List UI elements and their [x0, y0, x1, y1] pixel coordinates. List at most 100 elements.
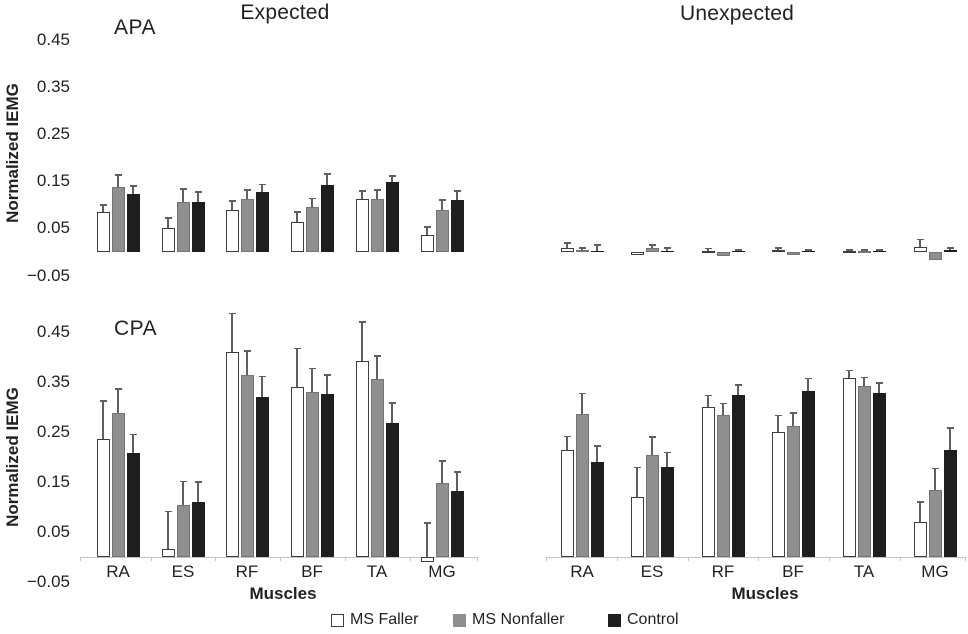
y-tick-label: 0.35 — [36, 372, 70, 391]
error-bar-stem — [231, 313, 233, 352]
bar-faller-mg — [420, 235, 434, 252]
bar-nonfaller-ra — [575, 249, 589, 252]
error-bar-cap — [593, 244, 601, 246]
error-bar-stem — [456, 472, 458, 491]
x-tick-label: TA — [853, 562, 875, 581]
error-bar-stem — [361, 191, 363, 199]
x-axis-tick — [150, 557, 152, 561]
x-tick-label: RF — [711, 562, 735, 581]
error-bar-stem — [441, 461, 443, 483]
error-bar-cap — [875, 382, 883, 384]
bar-control-es — [660, 250, 674, 252]
column-title-unexpected: Unexpected — [679, 2, 795, 25]
bar-nonfaller-rf — [716, 252, 730, 256]
bar-control-ta — [385, 423, 399, 557]
bar-nonfaller-bf — [786, 425, 800, 557]
x-axis-tick — [758, 557, 759, 561]
x-tick-label: MG — [428, 562, 456, 581]
bar-nonfaller-ta — [370, 198, 384, 252]
error-bar-cap — [774, 247, 782, 249]
error-bar-stem — [426, 523, 428, 557]
legend-label-control: Control — [627, 611, 679, 628]
error-bar-stem — [182, 481, 184, 505]
x-tick-label: BF — [782, 562, 804, 581]
bar-faller-es — [630, 496, 644, 557]
error-bar-stem — [296, 348, 298, 387]
y-tick-label: −0.05 — [26, 572, 70, 591]
bar-faller-es — [161, 549, 175, 557]
bar-control-rf — [731, 250, 745, 252]
bar-nonfaller-mg — [928, 489, 942, 557]
bar-nonfaller-ta — [370, 378, 384, 557]
error-bar-cap — [663, 247, 671, 249]
bar-nonfaller-ra — [111, 412, 125, 557]
bar-control-mg — [450, 490, 464, 557]
y-tick-label: 0.25 — [36, 422, 70, 441]
error-bar-cap — [438, 460, 446, 462]
error-bar-cap — [323, 173, 331, 175]
error-bar-stem — [231, 201, 233, 210]
bar-faller-mg — [420, 557, 434, 562]
error-bar-cap — [373, 189, 381, 191]
error-bar-cap — [114, 388, 122, 390]
bar-nonfaller-es — [645, 454, 659, 557]
error-bar-cap — [358, 190, 366, 192]
x-axis-tick — [617, 557, 618, 561]
bar-faller-mg — [913, 246, 927, 252]
bar-nonfaller-mg — [435, 210, 449, 252]
error-bar-cap — [323, 374, 331, 376]
error-bar-stem — [707, 395, 709, 407]
error-bar-stem — [566, 436, 568, 450]
x-tick-label: RA — [106, 562, 130, 581]
error-bar-cap — [648, 436, 656, 438]
error-bar-stem — [391, 176, 393, 182]
error-bar-stem — [737, 385, 739, 395]
error-bar-cap — [860, 376, 868, 379]
x-axis-tick — [409, 557, 411, 561]
bar-faller-ra — [560, 247, 574, 252]
x-axis-tick — [477, 557, 478, 561]
error-bar-cap — [875, 249, 883, 251]
error-bar-cap — [129, 185, 137, 187]
error-bar-stem — [581, 393, 583, 414]
error-bar-stem — [949, 247, 951, 251]
error-bar-cap — [293, 347, 301, 350]
error-bar-stem — [246, 351, 248, 375]
error-bar-cap — [453, 471, 461, 473]
error-bar-cap — [663, 451, 671, 454]
error-bar-cap — [578, 247, 586, 249]
bar-faller-ra — [560, 450, 574, 557]
bar-nonfaller-rf — [240, 374, 254, 557]
error-bar-stem — [581, 247, 583, 250]
legend-swatch-ms-nonfaller-icon — [453, 613, 466, 627]
x-tick-label: ES — [640, 562, 664, 581]
error-bar-cap — [423, 226, 431, 228]
y-tick-label: 0.45 — [36, 29, 70, 49]
bar-faller-rf — [225, 209, 239, 252]
error-bar-cap — [228, 312, 236, 315]
row-label-apa: APA — [114, 16, 156, 39]
y-tick-label: −0.05 — [26, 265, 70, 285]
error-bar-cap — [423, 522, 431, 524]
column-title-expected: Expected — [240, 1, 330, 24]
bar-control-ra — [590, 250, 604, 252]
error-bar-cap — [946, 427, 954, 429]
error-bar-cap — [194, 191, 202, 193]
bar-nonfaller-bf — [305, 392, 319, 557]
x-axis-line — [546, 557, 966, 558]
x-axis-tick — [546, 557, 547, 561]
error-bar-cap — [704, 394, 712, 397]
error-bar-stem — [919, 502, 921, 522]
error-bar-cap — [453, 190, 461, 192]
legend-item-control: Control — [608, 612, 679, 628]
legend-swatch-control-icon — [608, 613, 621, 627]
bar-faller-mg — [913, 521, 927, 557]
error-bar-cap — [734, 384, 742, 386]
error-bar-stem — [117, 389, 119, 413]
x-axis-tick — [80, 557, 81, 561]
bar-control-ta — [872, 393, 886, 557]
error-bar-cap — [734, 249, 742, 251]
error-bar-cap — [388, 175, 396, 177]
error-bar-stem — [596, 446, 598, 462]
error-bar-cap — [578, 392, 586, 395]
